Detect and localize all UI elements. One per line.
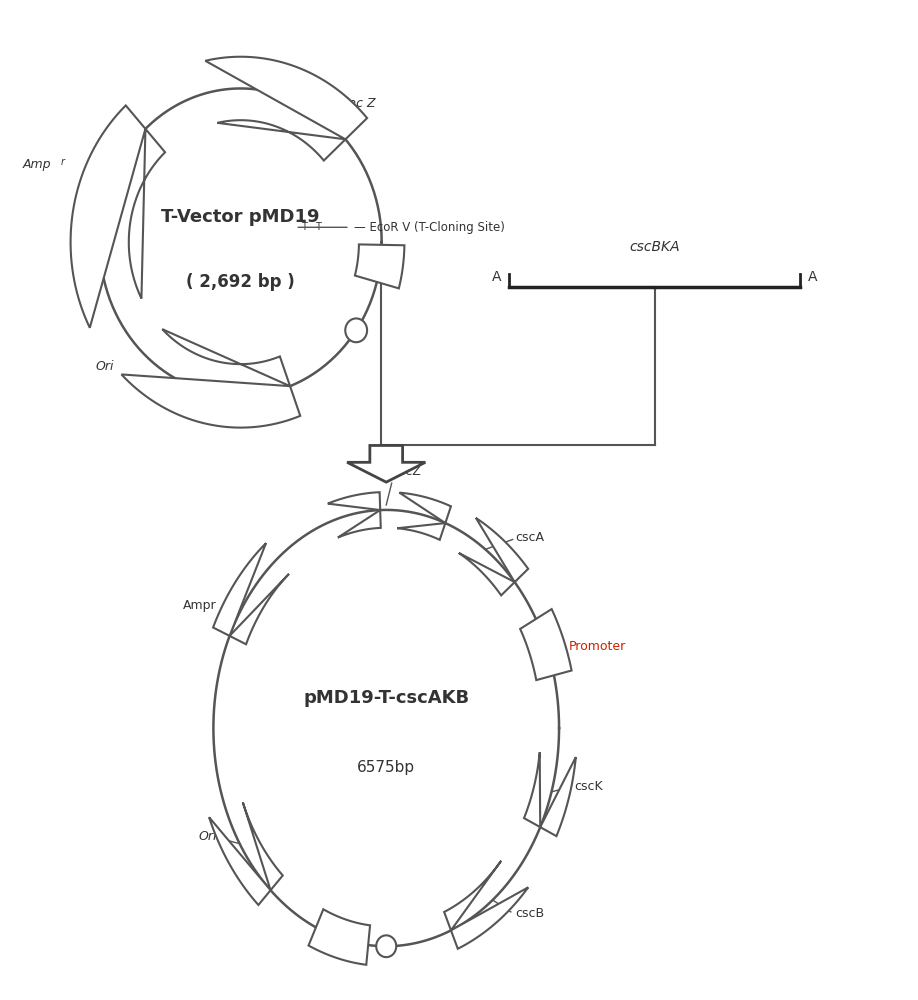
Polygon shape (206, 57, 367, 161)
Polygon shape (308, 909, 370, 965)
Text: Promoter: Promoter (568, 640, 625, 653)
Polygon shape (459, 518, 528, 595)
Text: lacZ: lacZ (396, 465, 422, 478)
Text: ( 2,692 bp ): ( 2,692 bp ) (186, 273, 295, 291)
Circle shape (345, 318, 367, 342)
Polygon shape (347, 445, 425, 482)
Text: 6575bp: 6575bp (357, 760, 415, 775)
Text: cscK: cscK (575, 780, 603, 793)
Circle shape (376, 935, 397, 957)
Polygon shape (521, 609, 572, 680)
Text: T: T (315, 222, 321, 232)
Text: T: T (301, 222, 308, 232)
Text: T-Vector pMD19: T-Vector pMD19 (162, 208, 320, 226)
Polygon shape (355, 244, 405, 288)
Polygon shape (213, 543, 289, 644)
Text: A: A (808, 270, 817, 284)
Polygon shape (71, 105, 165, 328)
Text: pMD19-T-cscAKB: pMD19-T-cscAKB (303, 689, 469, 707)
Polygon shape (328, 492, 381, 538)
Polygon shape (524, 752, 576, 836)
Text: lac Z: lac Z (345, 97, 375, 110)
Text: Ori: Ori (198, 830, 217, 843)
Text: Ampr: Ampr (184, 599, 217, 612)
Text: r: r (61, 157, 64, 167)
Polygon shape (121, 329, 300, 428)
Text: Ori: Ori (95, 360, 114, 373)
Text: A: A (492, 270, 502, 284)
Text: Amp: Amp (22, 158, 50, 171)
Text: — EcoR V (T-Cloning Site): — EcoR V (T-Cloning Site) (354, 221, 505, 234)
Text: cscA: cscA (515, 531, 544, 544)
Text: cscB: cscB (515, 907, 544, 920)
Polygon shape (209, 802, 283, 905)
Text: cscBKA: cscBKA (629, 240, 680, 254)
Polygon shape (444, 861, 528, 949)
Polygon shape (397, 493, 451, 540)
